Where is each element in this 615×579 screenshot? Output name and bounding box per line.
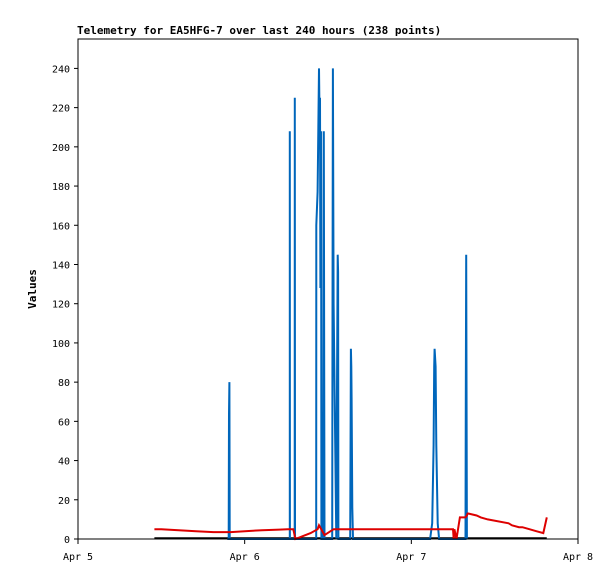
y-tick-label: 180: [52, 182, 70, 193]
y-tick-label: 240: [52, 64, 70, 75]
y-tick-label: 140: [52, 260, 70, 271]
y-tick-label: 200: [52, 143, 70, 154]
plot-frame: [77, 38, 579, 540]
y-tick-label: 220: [52, 104, 70, 115]
x-tick-label: Apr 5: [63, 552, 93, 563]
x-tick-label: Apr 8: [563, 552, 593, 563]
y-tick-label: 40: [58, 457, 70, 468]
y-axis: 0 20 40 60 80 100 120 140 160 180 200 220 240: [52, 64, 78, 546]
x-tick-label: Apr 7: [396, 552, 426, 563]
series-layer: [154, 68, 548, 541]
series-line-0: [227, 68, 468, 540]
y-axis-label: Values: [26, 269, 39, 309]
y-tick-label: 160: [52, 221, 70, 232]
y-tick-label: 80: [58, 378, 70, 389]
y-tick-label: 0: [64, 535, 70, 546]
x-axis: Apr 5 Apr 6 Apr 7 Apr 8: [63, 539, 593, 563]
y-tick-label: 120: [52, 300, 70, 311]
y-tick-label: 20: [58, 496, 70, 507]
y-tick-label: 100: [52, 339, 70, 350]
series-line-1: [154, 512, 548, 541]
y-tick-label: 60: [58, 417, 70, 428]
x-tick-label: Apr 6: [230, 552, 260, 563]
chart-title: Telemetry for EA5HFG-7 over last 240 hou…: [77, 24, 441, 37]
